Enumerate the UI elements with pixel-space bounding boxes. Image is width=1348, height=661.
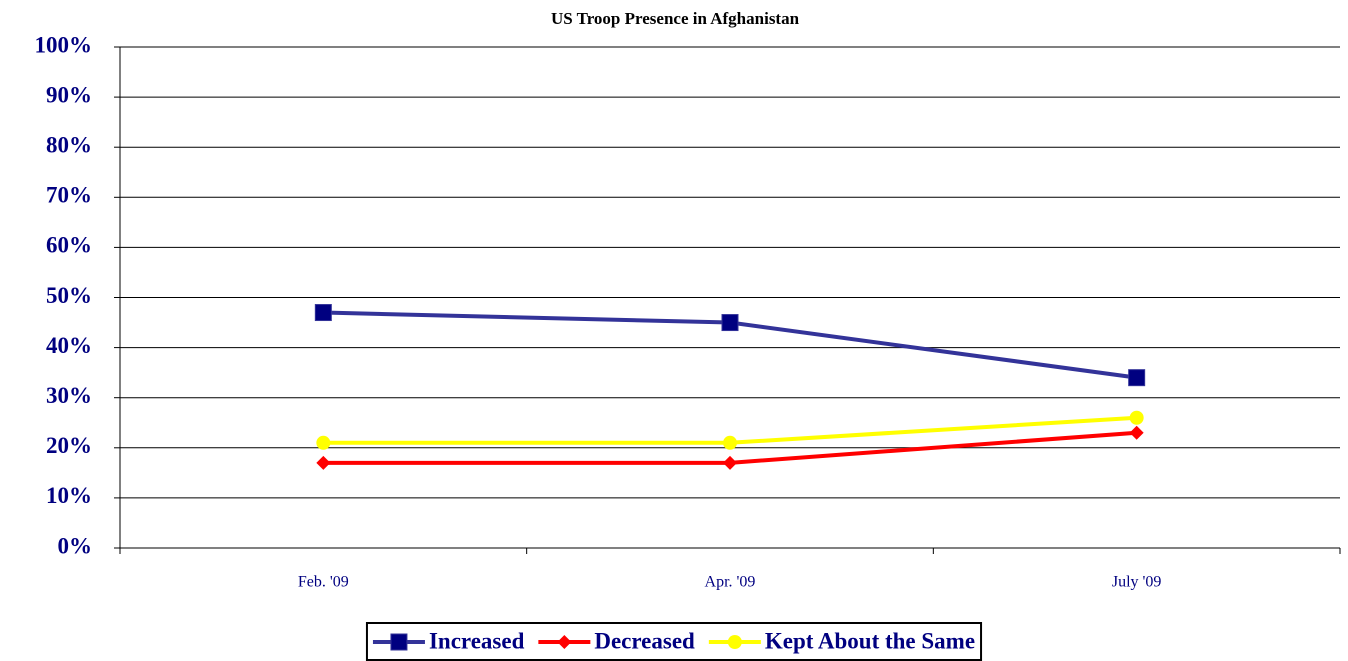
x-tick-label: Apr. '09 [705,574,756,591]
marker [721,314,739,332]
marker [1129,425,1144,440]
marker [316,455,331,470]
legend-label: Increased [429,628,525,653]
chart-title: US Troop Presence in Afghanistan [551,9,800,28]
y-tick-label: 10% [46,483,92,508]
y-tick-label: 50% [46,283,92,308]
marker [390,633,408,651]
y-tick-label: 60% [46,233,92,258]
x-tick-label: July '09 [1112,574,1162,591]
marker [314,304,332,322]
marker [1128,369,1146,387]
y-tick-label: 40% [46,333,92,358]
legend-label: Decreased [594,628,695,653]
y-tick-label: 20% [46,433,92,458]
marker [723,435,737,450]
y-tick-label: 100% [35,32,93,57]
legend: Increased Decreased Kept About the Same [365,622,983,661]
legend-label: Kept About the Same [765,628,975,653]
y-tick-label: 0% [58,533,93,558]
marker [1129,410,1144,425]
marker [316,435,331,450]
x-tick-label: Feb. '09 [298,574,349,591]
legend-box [365,622,983,661]
y-tick-label: 30% [46,383,92,408]
y-tick-label: 80% [46,132,92,157]
y-tick-label: 70% [46,183,92,208]
marker [723,455,737,470]
marker [727,635,742,649]
marker [557,635,572,649]
y-tick-label: 90% [46,82,92,107]
